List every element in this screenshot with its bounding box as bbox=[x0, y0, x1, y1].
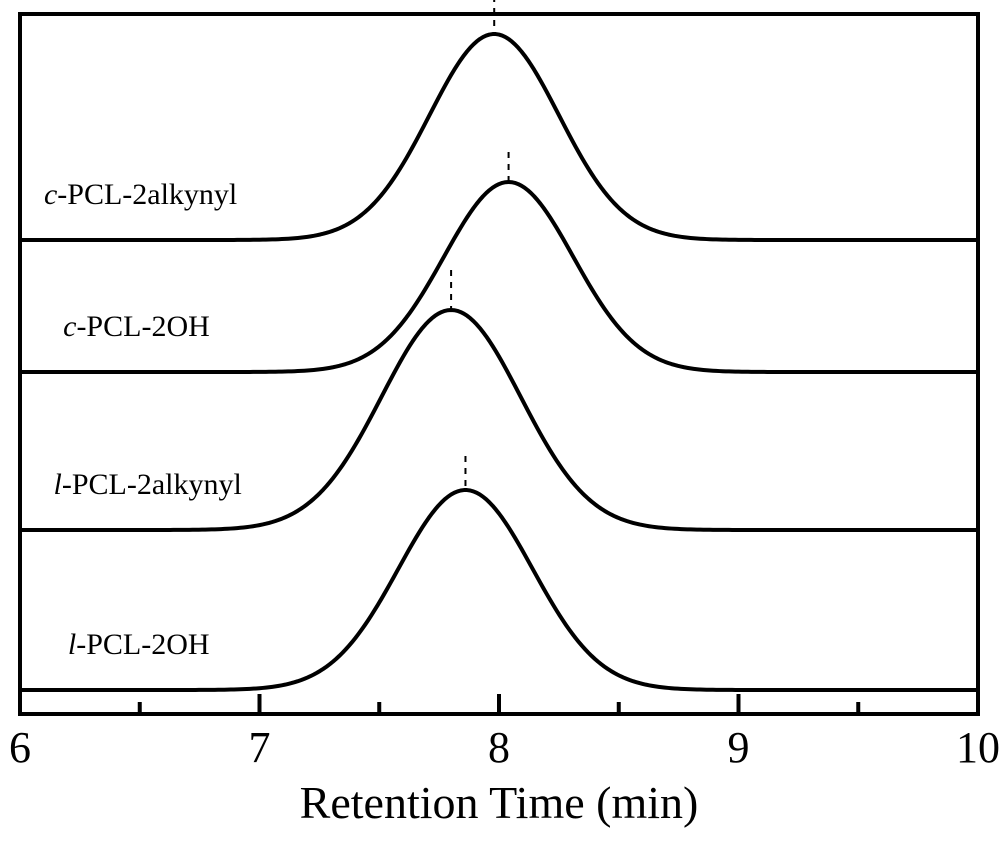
x-tick-label: 6 bbox=[9, 722, 31, 773]
trace-label-rest: -PCL-2alkynyl bbox=[62, 468, 242, 501]
trace-label-rest: -PCL-2OH bbox=[76, 310, 209, 343]
x-tick-label: 7 bbox=[249, 722, 271, 773]
trace-label-c-pcl-2oh: c-PCL-2OH bbox=[63, 310, 210, 344]
trace-label-c-pcl-2alkynyl: c-PCL-2alkynyl bbox=[44, 178, 237, 212]
trace-label-prefix: c bbox=[63, 310, 76, 343]
x-tick-label: 10 bbox=[956, 722, 1000, 773]
gpc-chromatogram: 678910Retention Time (min)c-PCL-2alkynyl… bbox=[0, 0, 1000, 854]
x-tick-label: 9 bbox=[728, 722, 750, 773]
trace-label-l-pcl-2oh: l-PCL-2OH bbox=[68, 628, 210, 662]
trace-label-prefix: l bbox=[54, 468, 62, 501]
plot-frame bbox=[20, 14, 978, 714]
trace-label-prefix: c bbox=[44, 178, 57, 211]
trace-label-l-pcl-2alkynyl: l-PCL-2alkynyl bbox=[54, 468, 242, 502]
trace-label-prefix: l bbox=[68, 628, 76, 661]
trace-label-rest: -PCL-2OH bbox=[76, 628, 209, 661]
x-tick-label: 8 bbox=[488, 722, 510, 773]
trace-label-rest: -PCL-2alkynyl bbox=[57, 178, 237, 211]
x-axis-label: Retention Time (min) bbox=[20, 776, 978, 829]
